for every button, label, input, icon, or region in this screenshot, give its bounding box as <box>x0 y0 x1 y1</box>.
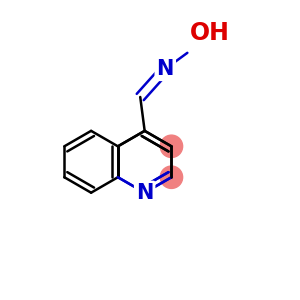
Text: N: N <box>136 183 153 203</box>
Text: N: N <box>157 59 174 79</box>
Circle shape <box>160 166 183 188</box>
Text: OH: OH <box>190 22 230 46</box>
Circle shape <box>160 135 183 158</box>
